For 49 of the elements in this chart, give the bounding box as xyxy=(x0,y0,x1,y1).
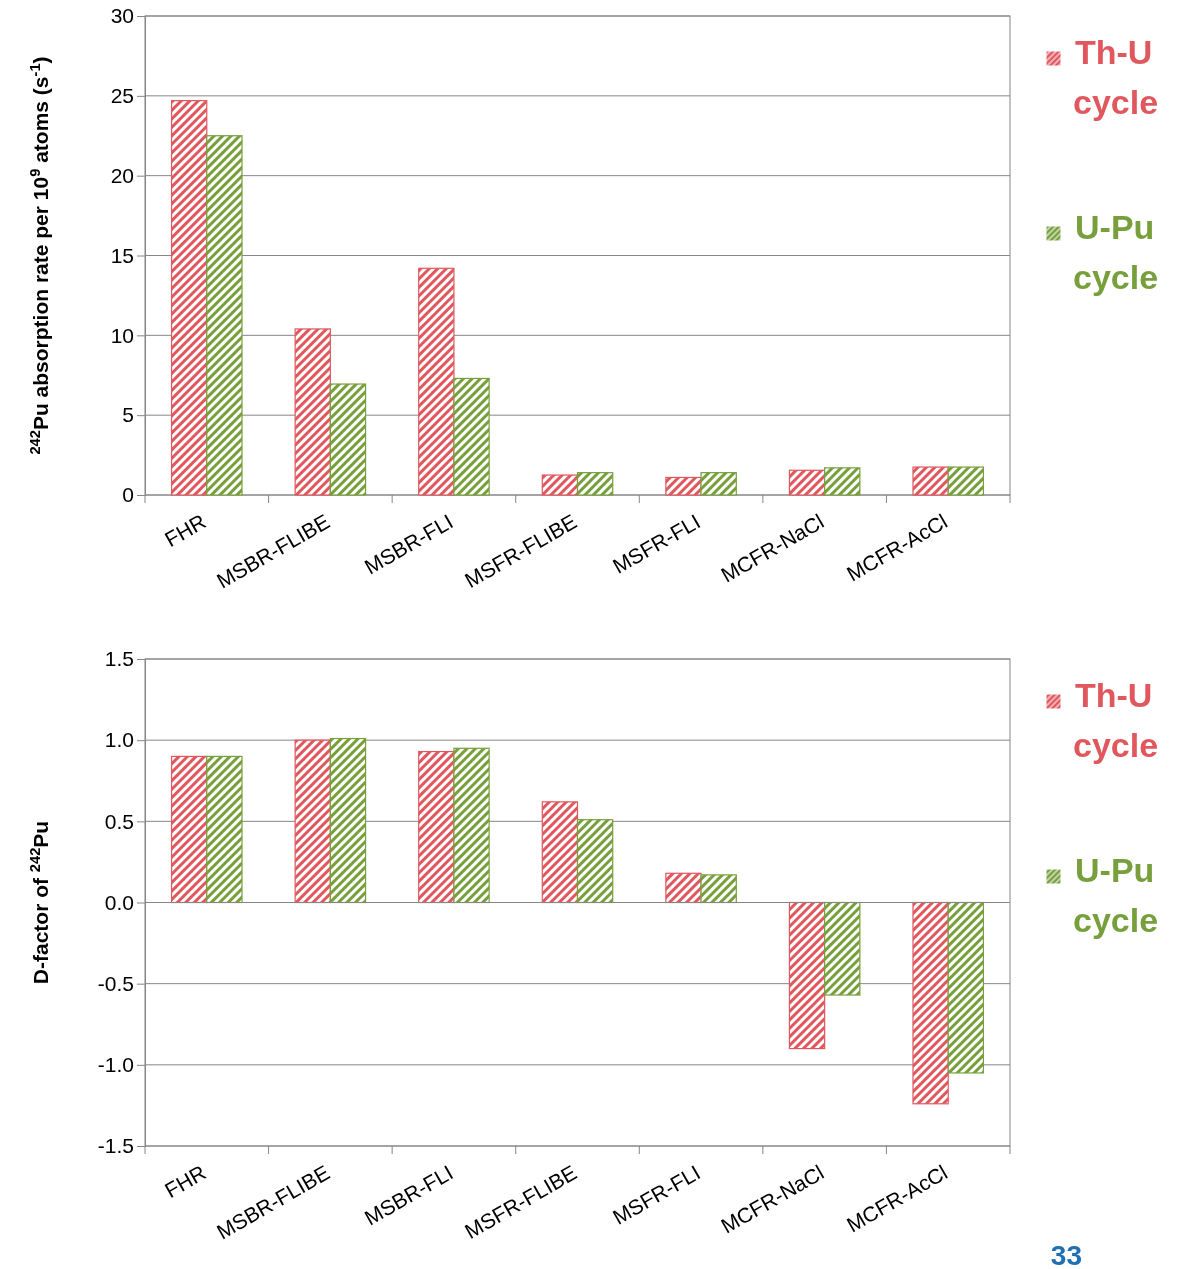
y-tick-label: -0.5 xyxy=(97,971,134,995)
bar xyxy=(576,819,614,904)
text: U-Pu cycle xyxy=(1073,851,1159,939)
bar xyxy=(912,466,949,496)
bar xyxy=(912,901,949,1105)
y-tick-label: 10 xyxy=(110,323,134,347)
bar xyxy=(418,750,455,904)
text: U-Pu cycle xyxy=(1073,208,1159,296)
y-tick-label: 30 xyxy=(110,4,134,28)
bar xyxy=(541,801,579,904)
bar xyxy=(700,874,737,904)
bar xyxy=(418,267,455,496)
x-tick-label: FHR xyxy=(160,509,210,552)
bar xyxy=(824,901,861,996)
y-tick-label: 5 xyxy=(122,403,134,427)
text: Th-U cycle xyxy=(1073,676,1159,764)
y-tick-label: -1.5 xyxy=(97,1134,134,1158)
bar xyxy=(700,472,737,496)
bar xyxy=(541,474,579,496)
bar xyxy=(947,901,985,1074)
y-tick-label: 0 xyxy=(122,483,134,507)
y-tick-label: 25 xyxy=(110,84,134,108)
bar xyxy=(329,383,367,496)
y-tick-label: 15 xyxy=(110,243,134,267)
bar xyxy=(453,747,490,904)
bar xyxy=(206,755,243,904)
text: 33 xyxy=(1050,1240,1082,1269)
y-tick-label: 20 xyxy=(110,163,134,187)
bar xyxy=(665,872,702,904)
bar xyxy=(170,755,208,904)
bar xyxy=(947,466,985,496)
bar xyxy=(788,469,826,496)
y-tick-label: -1.0 xyxy=(97,1053,134,1077)
bar xyxy=(294,328,331,496)
bar xyxy=(788,901,826,1050)
x-tick-label: FHR xyxy=(160,1160,210,1203)
y-tick-label: 1.0 xyxy=(104,728,134,752)
y-tick-label: 0.0 xyxy=(104,890,134,914)
text: Th-U cycle xyxy=(1073,33,1159,121)
bar xyxy=(576,472,614,496)
y-tick-label: 0.5 xyxy=(104,809,134,833)
bar xyxy=(206,135,243,496)
bar xyxy=(665,476,702,496)
bar xyxy=(453,377,490,496)
bar xyxy=(824,467,861,496)
bar xyxy=(329,737,367,904)
y-tick-label: 1.5 xyxy=(104,647,134,671)
bar xyxy=(170,100,208,496)
bar xyxy=(294,739,331,904)
